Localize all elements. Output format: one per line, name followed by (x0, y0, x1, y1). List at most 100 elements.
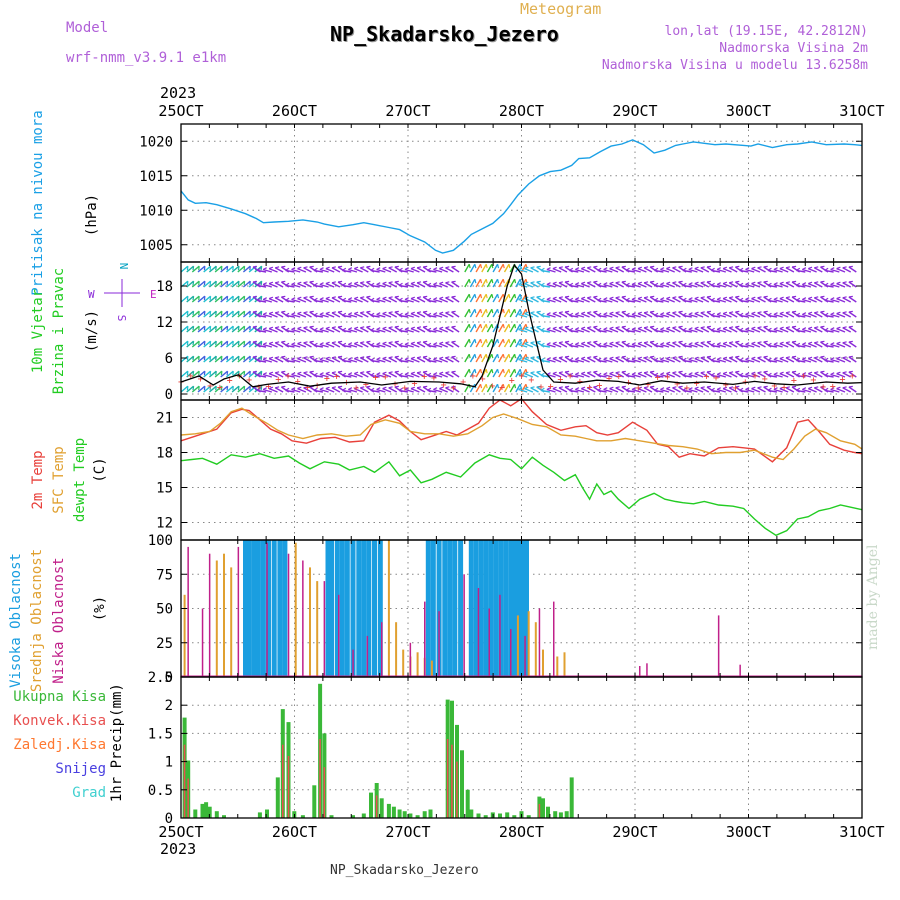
wind-barb (796, 284, 806, 288)
wind-barb-head (256, 312, 261, 316)
wind-barb-head (796, 282, 801, 286)
wind-barb (427, 359, 437, 363)
wind-gust-marker: + (441, 380, 447, 391)
wind-barb (802, 343, 812, 348)
wind-barb-head (540, 372, 545, 376)
wind-barb-head (716, 297, 721, 301)
wind-barb-head (439, 386, 444, 390)
wind-barb (609, 282, 619, 288)
wind-barb-head (536, 370, 541, 373)
wind-barb-head (581, 371, 586, 375)
wind-barb-head (192, 326, 195, 331)
wind-barb-head (354, 341, 359, 345)
wind-barb-head (735, 325, 740, 328)
wind-barb-head (485, 369, 488, 374)
wind-barb-head (672, 311, 677, 314)
wind-barb-head (338, 280, 343, 283)
wind-gust-marker: + (616, 371, 622, 382)
wind-barb-head (508, 294, 511, 299)
wind-barb-head (423, 325, 428, 328)
wind-barb-head (348, 372, 353, 376)
wind-barb (751, 327, 761, 333)
wind-barb-head (394, 325, 399, 328)
wind-barb-head (546, 357, 551, 361)
wind-barb (609, 357, 619, 363)
wind-barb-head (672, 296, 677, 299)
wind-barb (779, 297, 789, 303)
wind-barb-head (485, 279, 488, 284)
wind-barb-head (232, 356, 234, 361)
wind-barb (666, 387, 675, 393)
wind-barb-head (666, 341, 671, 345)
wind-barb (716, 268, 726, 273)
wind-barb (700, 297, 710, 303)
wind-barb (796, 374, 806, 378)
wind-barb-head (729, 326, 734, 329)
wind-barb (813, 312, 823, 318)
wind-barb (313, 299, 324, 303)
wind-barb-head (485, 384, 488, 389)
wind-barb (203, 370, 212, 378)
wind-barb (319, 313, 329, 318)
wind-barb-head (285, 342, 290, 346)
wind-barb-head (256, 297, 261, 301)
wind-barb-head (694, 311, 699, 315)
wind-barb-head (445, 386, 450, 389)
wind-barb (540, 329, 551, 333)
wind-barb-head (587, 311, 592, 314)
wind-barb (615, 297, 625, 303)
wind-barb-head (558, 326, 563, 329)
wind-barb-head (682, 282, 687, 286)
wind-barb (609, 387, 619, 393)
wind-barb (242, 280, 251, 288)
wind-barb (331, 282, 341, 288)
wind-barb-head (514, 369, 517, 374)
total-rain-bar (214, 811, 219, 818)
wind-barb-head (262, 357, 267, 361)
wind-barb-head (297, 296, 302, 300)
wind-barb (268, 282, 278, 288)
wind-barb (586, 387, 596, 393)
wind-barb (492, 338, 499, 348)
wind-barb (515, 338, 521, 348)
wind-barb (615, 327, 625, 333)
wind-barb (682, 269, 692, 273)
wind-barb (359, 357, 369, 363)
wind-barb-head (524, 341, 529, 345)
wind-barb-head (603, 372, 608, 376)
wind-barb-head (366, 265, 371, 268)
wind-barb-head (262, 327, 267, 331)
wind-barb-head (700, 386, 705, 389)
wind-barb (451, 371, 460, 378)
wind-barb (186, 385, 195, 393)
wind-barb-head (360, 371, 365, 374)
wind-barb-head (416, 356, 422, 359)
wind-barb (303, 372, 312, 378)
wind-barb (745, 373, 755, 378)
wind-barb (660, 358, 670, 363)
wind-barb (552, 267, 562, 273)
wind-barb (331, 327, 341, 333)
wind-gust-marker: + (810, 375, 816, 386)
wind-barb (711, 374, 721, 378)
wind-barb (824, 314, 834, 318)
wind-barb-head (215, 371, 217, 376)
wind-barb-head (313, 282, 318, 286)
wind-barb (370, 269, 380, 273)
wind-barb (552, 372, 562, 378)
wind-barb-head (842, 296, 847, 299)
wind-barb-head (243, 296, 246, 301)
wind-barb-head (410, 266, 416, 270)
wind-barb-head (237, 341, 240, 346)
wind-barb (427, 389, 437, 393)
wind-barb-head (745, 312, 750, 316)
wind-barb (802, 373, 812, 378)
wind-barb-head (243, 266, 246, 271)
wind-barb (208, 340, 217, 348)
wind-barb-head (802, 387, 807, 391)
wind-barb (376, 268, 386, 273)
wind-barb-head (226, 281, 229, 286)
wind-barb-head (360, 386, 365, 389)
wind-barb (242, 265, 251, 273)
wind-barb-head (514, 324, 517, 329)
